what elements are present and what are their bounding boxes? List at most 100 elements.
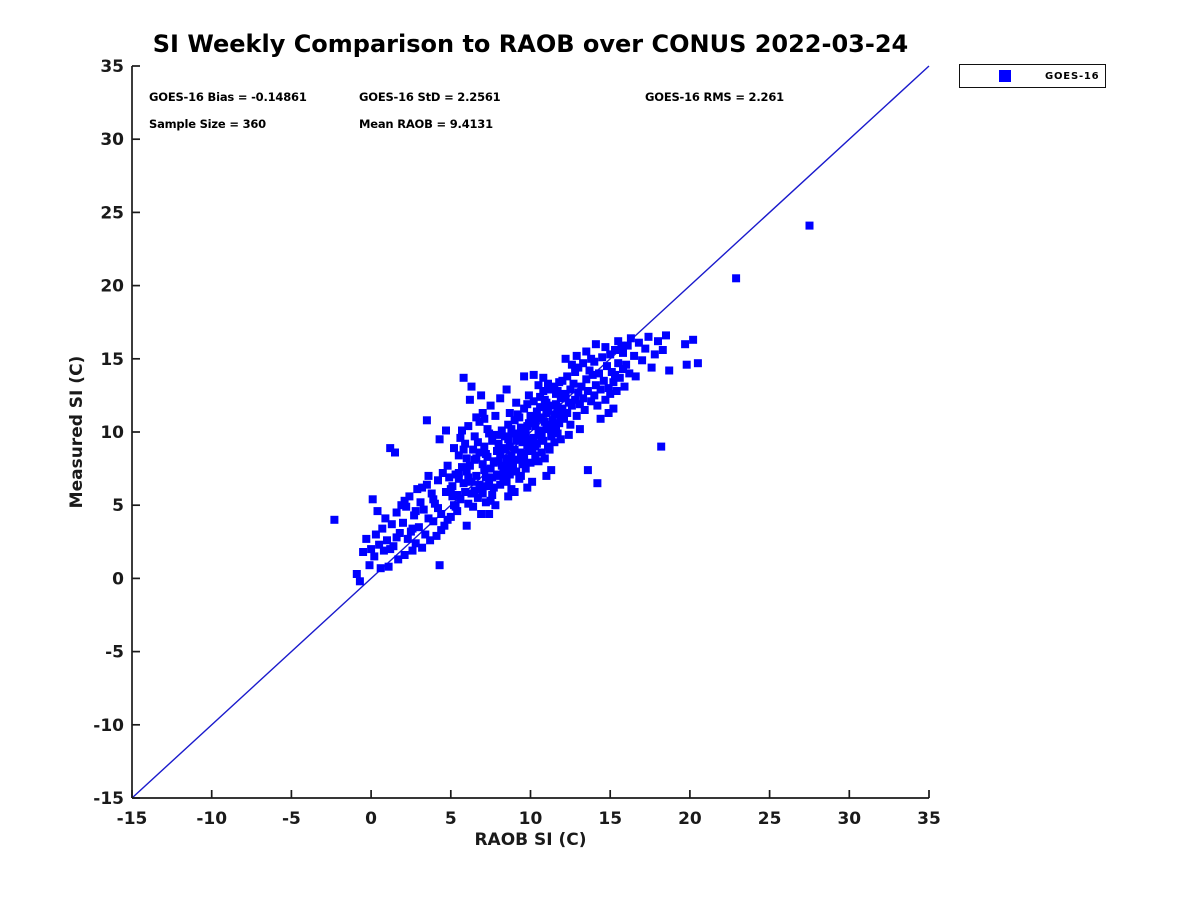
data-point [462,521,471,530]
chart-title: SI Weekly Comparison to RAOB over CONUS … [152,30,909,58]
data-point [383,536,391,545]
data-point [555,419,564,428]
data-point [532,407,541,416]
data-point [682,360,691,369]
legend-marker-square [999,70,1011,82]
data-point [591,381,600,390]
data-point [408,524,417,533]
data-point [732,274,741,283]
y-tick-label: -5 [105,643,124,663]
data-point [603,362,611,371]
data-point [552,400,560,409]
data-point [411,507,420,516]
y-tick-label: 10 [100,423,124,443]
data-point [662,331,670,340]
data-point [375,540,384,549]
data-point [504,420,513,429]
data-point [392,533,401,542]
x-tick-label: 5 [445,809,457,829]
data-point [609,404,618,413]
data-point [647,363,656,372]
data-point [456,495,465,504]
data-point [480,414,489,423]
data-point [416,498,425,507]
data-point [408,546,417,555]
data-point [523,483,532,492]
data-point [626,334,635,343]
data-point [467,477,476,486]
data-point [458,463,466,472]
data-point [475,448,484,457]
data-point [615,373,624,382]
data-point [464,422,473,431]
data-point [481,450,490,458]
data-point [502,454,511,463]
data-point [443,461,452,470]
data-point [478,460,487,469]
stat-rms: GOES-16 RMS = 2.261 [645,90,784,104]
data-point [513,429,522,438]
y-tick-label: -10 [93,716,124,736]
data-point [418,483,427,492]
data-point [499,467,508,476]
stat-bias: GOES-16 Bias = -0.14861 [149,90,307,104]
data-point [537,448,546,457]
data-point [630,351,639,360]
data-point [553,387,562,395]
data-point [367,545,376,554]
data-point [505,409,514,417]
data-point [486,464,495,473]
data-point [540,395,549,404]
data-point [528,438,537,447]
data-point [446,512,455,521]
data-point [569,379,578,388]
data-point [601,395,610,404]
data-point [491,411,500,420]
data-point [505,470,514,479]
data-point [461,439,470,448]
data-point [473,438,482,447]
data-point [611,370,619,379]
data-point [475,417,484,426]
data-point [523,441,532,450]
data-point [475,480,484,489]
data-point [473,493,482,502]
data-point [544,379,552,388]
data-point [472,471,481,480]
data-point [426,536,435,545]
data-point [545,445,554,454]
data-point [550,410,559,419]
data-point [419,505,428,514]
data-point [523,422,532,431]
stat-mean-raob: Mean RAOB = 9.4131 [359,117,493,131]
data-point [509,429,517,438]
data-point [478,409,487,417]
data-point [400,496,409,505]
data-point [403,534,412,543]
y-tick-label: 15 [100,350,124,370]
data-point [596,385,605,394]
data-point [472,454,481,463]
data-point [650,350,659,359]
data-point [464,499,473,508]
data-point [459,445,468,454]
data-point [459,373,468,382]
data-point [458,426,466,435]
data-point [376,564,385,573]
data-point [588,370,597,379]
data-point [510,445,519,454]
data-point [593,401,602,410]
data-point [547,432,556,441]
data-point [585,366,594,375]
data-point [622,360,631,369]
data-point [599,376,608,385]
data-point [617,341,626,350]
x-tick-label: 35 [917,809,941,829]
data-point [631,372,640,381]
data-point [373,507,382,516]
data-point [397,501,406,510]
data-point [368,495,377,504]
data-point [429,495,438,504]
data-point [486,401,495,410]
